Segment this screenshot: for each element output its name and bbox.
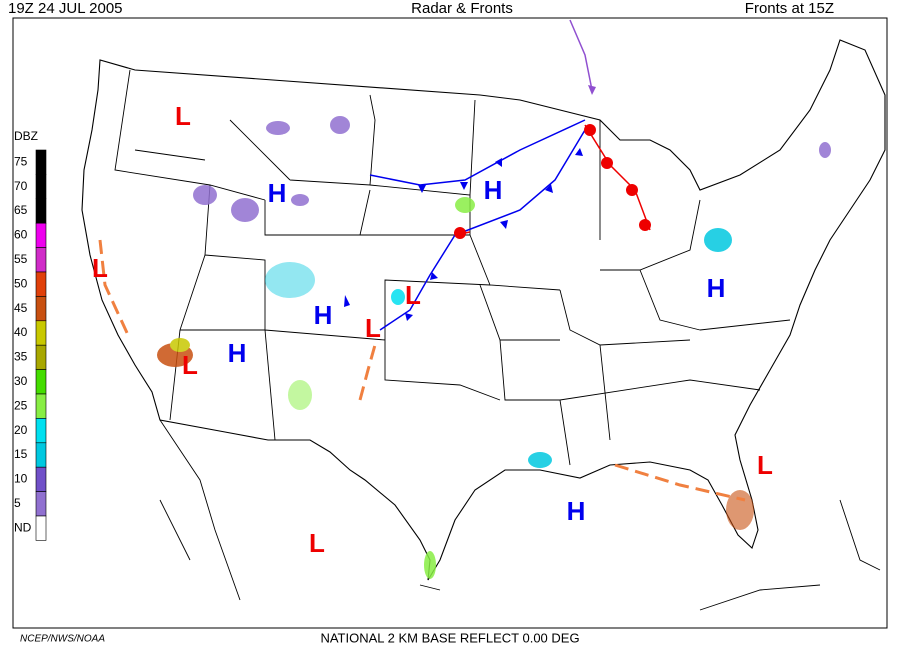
legend-swatch xyxy=(35,222,47,248)
legend-label: ND xyxy=(14,520,32,534)
legend-label: 5 xyxy=(14,496,21,510)
legend-swatch xyxy=(35,491,47,517)
legend-swatch xyxy=(35,174,47,200)
legend-label: 50 xyxy=(14,276,28,290)
legend-swatch xyxy=(35,320,47,346)
legend-swatch xyxy=(35,515,47,541)
legend-label: 30 xyxy=(14,374,28,388)
legend-swatch xyxy=(35,344,47,370)
pressure-center: L xyxy=(309,528,325,558)
header-time: 19Z 24 JUL 2005 xyxy=(8,0,123,17)
legend-swatch xyxy=(35,271,47,297)
header-title: Radar & Fronts xyxy=(411,0,513,17)
legend-label: 20 xyxy=(14,423,28,437)
legend-swatch xyxy=(35,442,47,468)
legend-label: 75 xyxy=(14,154,28,168)
pressure-center: H xyxy=(228,338,247,368)
pressure-center: L xyxy=(757,450,773,480)
legend-swatch xyxy=(35,247,47,273)
legend-swatch xyxy=(35,418,47,444)
legend-swatch xyxy=(35,466,47,492)
legend-label: 70 xyxy=(14,179,28,193)
legend-label: 45 xyxy=(14,301,28,315)
legend-label: 60 xyxy=(14,228,28,242)
pressure-center: L xyxy=(365,313,381,343)
legend-label: 10 xyxy=(14,472,28,486)
pressure-center: L xyxy=(175,101,191,131)
header-fronts-time: Fronts at 15Z xyxy=(745,0,834,17)
pressure-center: L xyxy=(92,253,108,283)
radar-echoes xyxy=(157,116,831,579)
pressure-center: L xyxy=(405,280,421,310)
legend-title: DBZ xyxy=(14,129,38,143)
legend-swatch xyxy=(35,149,47,175)
legend-label: 25 xyxy=(14,398,28,412)
fronts xyxy=(98,19,746,502)
legend-label: 55 xyxy=(14,252,28,266)
legend-swatch xyxy=(35,369,47,395)
pressure-center: H xyxy=(707,273,726,303)
legend-label: 65 xyxy=(14,203,28,217)
legend-label: 40 xyxy=(14,325,28,339)
pressure-center: H xyxy=(268,178,287,208)
legend-label: 15 xyxy=(14,447,28,461)
pressure-center: L xyxy=(182,350,198,380)
pressure-center: H xyxy=(314,300,333,330)
legend-swatch xyxy=(35,393,47,419)
pressure-center: H xyxy=(567,496,586,526)
basemap xyxy=(81,39,886,611)
legend-swatch xyxy=(35,296,47,322)
footer-credit: NCEP/NWS/NOAA xyxy=(20,634,105,645)
legend: DBZ 75 70 65 60 55 50 45 40 35 30 25 20 15 10 5 ND xyxy=(14,129,47,541)
legend-label: 35 xyxy=(14,350,28,364)
footer-product: NATIONAL 2 KM BASE REFLECT 0.00 DEG xyxy=(320,630,579,645)
pressure-center: H xyxy=(484,175,503,205)
legend-swatch xyxy=(35,198,47,224)
